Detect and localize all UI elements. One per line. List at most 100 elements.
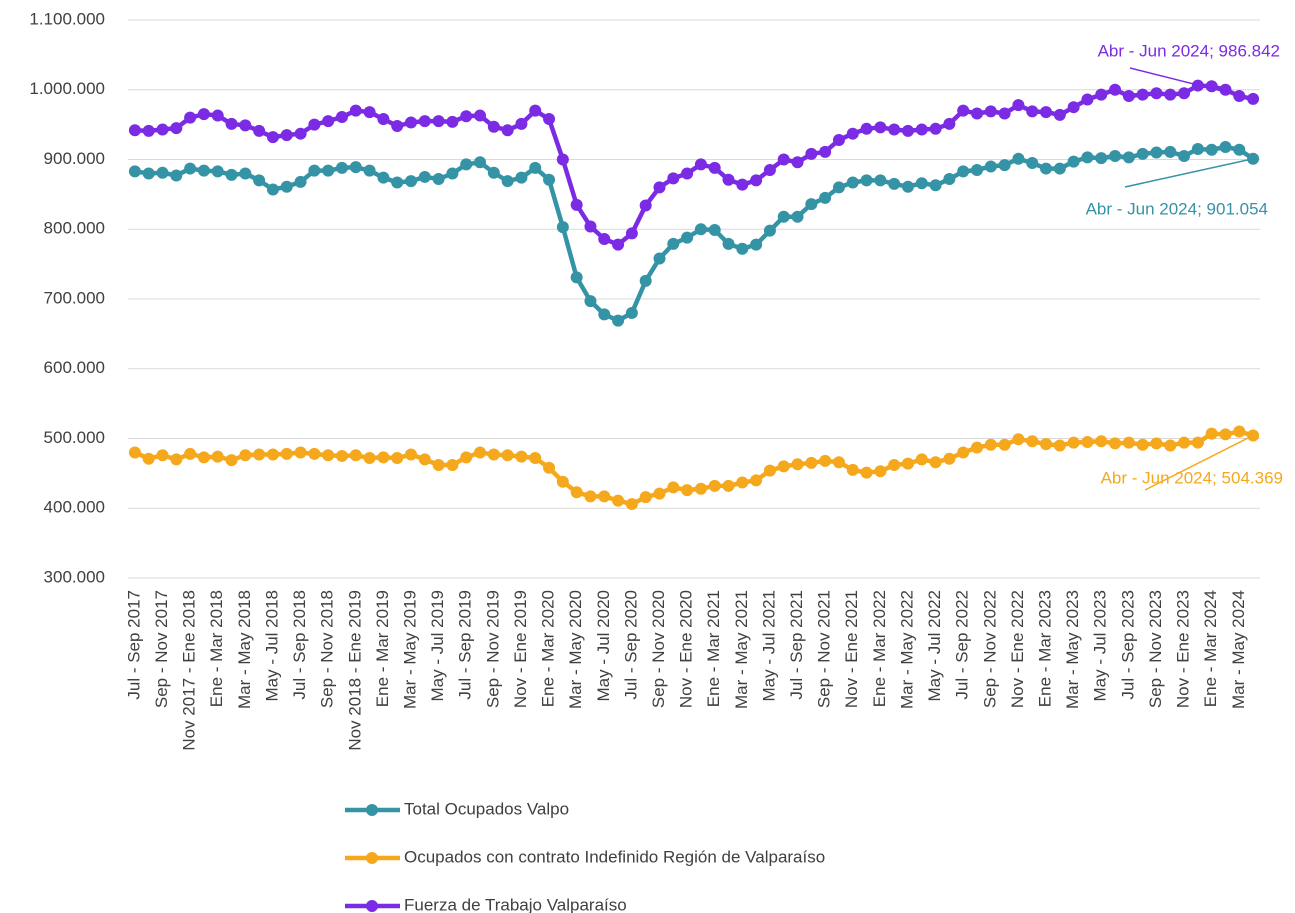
- data-point: [943, 117, 956, 130]
- x-tick-label: Ene - Mar 2024: [1201, 590, 1220, 707]
- data-point: [556, 475, 569, 488]
- data-point: [570, 198, 583, 211]
- x-tick-label: Nov - Ene 2021: [842, 590, 861, 708]
- x-tick-label: Ene - Mar 2023: [1036, 590, 1055, 707]
- data-point: [1012, 433, 1025, 446]
- data-point: [653, 181, 666, 194]
- data-point: [529, 104, 542, 117]
- data-point: [1178, 150, 1191, 163]
- data-point: [211, 109, 224, 122]
- data-point: [598, 490, 611, 503]
- legend-label: Total Ocupados Valpo: [404, 799, 569, 818]
- data-point: [1040, 162, 1053, 175]
- data-point: [1095, 152, 1108, 165]
- data-point: [405, 175, 417, 188]
- data-point: [1150, 146, 1163, 159]
- data-point: [860, 466, 873, 479]
- data-point: [957, 104, 970, 117]
- data-point: [874, 465, 887, 478]
- data-point: [819, 145, 832, 158]
- data-point: [266, 183, 279, 196]
- data-point: [722, 479, 735, 492]
- data-point: [819, 454, 832, 467]
- data-point: [888, 123, 901, 136]
- data-point: [901, 180, 914, 193]
- data-point: [515, 450, 528, 463]
- data-point: [1122, 151, 1135, 164]
- x-tick-label: Ene - Mar 2020: [539, 590, 558, 707]
- series-line: [134, 144, 1255, 323]
- data-point: [170, 169, 183, 182]
- data-point: [322, 164, 335, 177]
- data-point: [266, 448, 279, 461]
- data-point: [294, 446, 307, 459]
- data-point: [432, 115, 445, 128]
- data-point: [694, 482, 707, 495]
- x-tick-label: Nov - Ene 2022: [1008, 590, 1027, 708]
- data-point: [239, 167, 252, 180]
- data-point: [639, 274, 652, 287]
- data-point: [1053, 108, 1066, 121]
- x-tick-label: Jul - Sep 2022: [953, 590, 972, 700]
- leader-line: [1129, 67, 1254, 100]
- data-point: [1150, 87, 1163, 100]
- data-point: [1026, 105, 1039, 118]
- data-point: [377, 451, 390, 464]
- data-point: [929, 456, 942, 469]
- data-point: [405, 448, 417, 461]
- x-tick-label: Nov - Ene 2019: [511, 590, 530, 708]
- y-tick-label: 900.000: [44, 149, 105, 168]
- data-point: [984, 105, 997, 118]
- data-point: [722, 173, 735, 186]
- data-point: [1040, 438, 1053, 451]
- data-point: [1219, 140, 1232, 153]
- data-point: [294, 127, 307, 140]
- data-point: [391, 452, 404, 465]
- x-tick-label: Jul - Sep 2018: [290, 590, 309, 700]
- data-point: [805, 456, 818, 469]
- data-point: [446, 459, 459, 472]
- data-point: [225, 454, 238, 467]
- data-point: [681, 484, 694, 497]
- data-point: [612, 494, 625, 507]
- data-point: [805, 147, 818, 160]
- data-point: [142, 167, 155, 180]
- data-point: [322, 115, 335, 128]
- data-point: [901, 457, 914, 470]
- data-point: [777, 460, 790, 473]
- data-point: [418, 115, 431, 128]
- x-tick-label: Sep - Nov 2020: [649, 590, 668, 708]
- data-point: [736, 242, 749, 255]
- data-point: [197, 164, 210, 177]
- data-point: [915, 123, 928, 136]
- data-point: [266, 131, 279, 144]
- data-point: [1178, 436, 1191, 449]
- data-point: [1205, 80, 1218, 93]
- data-point: [556, 221, 569, 234]
- data-point: [791, 210, 804, 223]
- data-point: [460, 110, 473, 123]
- x-tick-label: Ene - Mar 2018: [207, 590, 226, 707]
- data-point: [239, 119, 252, 132]
- data-point: [874, 121, 887, 134]
- x-tick-label: Sep - Nov 2018: [318, 590, 337, 708]
- data-point: [791, 156, 804, 169]
- data-label: Abr - Jun 2024; 901.054: [1086, 199, 1268, 218]
- data-point: [460, 158, 473, 171]
- data-label: Abr - Jun 2024; 986.842: [1098, 41, 1280, 60]
- data-point: [335, 449, 348, 462]
- data-point: [391, 120, 404, 133]
- legend-label: Ocupados con contrato Indefinido Región …: [404, 847, 825, 866]
- x-tick-label: Mar - May 2024: [1229, 590, 1248, 709]
- data-point: [1109, 437, 1122, 450]
- data-point: [929, 179, 942, 192]
- data-point: [570, 271, 583, 284]
- data-point: [1150, 437, 1163, 450]
- data-point: [888, 177, 901, 190]
- data-point: [211, 165, 224, 178]
- data-point: [363, 164, 376, 177]
- data-point: [156, 166, 169, 179]
- data-point: [501, 124, 514, 137]
- data-point: [501, 175, 514, 188]
- data-point: [1122, 436, 1135, 449]
